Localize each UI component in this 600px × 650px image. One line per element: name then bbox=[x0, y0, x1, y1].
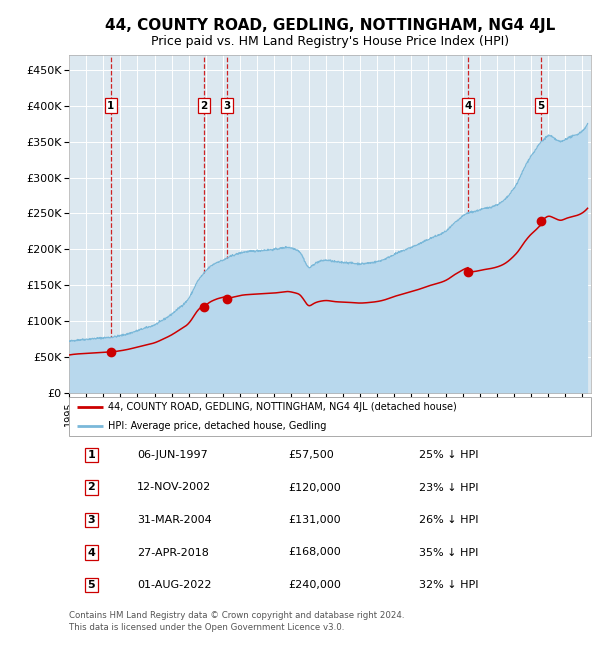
Text: 5: 5 bbox=[538, 101, 545, 111]
Text: 35% ↓ HPI: 35% ↓ HPI bbox=[419, 547, 478, 558]
Text: 1: 1 bbox=[88, 450, 95, 460]
Text: £131,000: £131,000 bbox=[288, 515, 341, 525]
Text: 26% ↓ HPI: 26% ↓ HPI bbox=[419, 515, 478, 525]
Text: £240,000: £240,000 bbox=[288, 580, 341, 590]
Text: 25% ↓ HPI: 25% ↓ HPI bbox=[419, 450, 478, 460]
Text: £120,000: £120,000 bbox=[288, 482, 341, 493]
Text: 4: 4 bbox=[464, 101, 472, 111]
Text: 23% ↓ HPI: 23% ↓ HPI bbox=[419, 482, 478, 493]
Text: Price paid vs. HM Land Registry's House Price Index (HPI): Price paid vs. HM Land Registry's House … bbox=[151, 35, 509, 48]
Text: £168,000: £168,000 bbox=[288, 547, 341, 558]
Text: 06-JUN-1997: 06-JUN-1997 bbox=[137, 450, 208, 460]
Text: 3: 3 bbox=[88, 515, 95, 525]
Text: 4: 4 bbox=[88, 547, 95, 558]
Text: Contains HM Land Registry data © Crown copyright and database right 2024.
This d: Contains HM Land Registry data © Crown c… bbox=[69, 611, 404, 632]
Text: 01-AUG-2022: 01-AUG-2022 bbox=[137, 580, 211, 590]
Text: £57,500: £57,500 bbox=[288, 450, 334, 460]
Text: 44, COUNTY ROAD, GEDLING, NOTTINGHAM, NG4 4JL: 44, COUNTY ROAD, GEDLING, NOTTINGHAM, NG… bbox=[105, 18, 555, 33]
Text: 32% ↓ HPI: 32% ↓ HPI bbox=[419, 580, 478, 590]
Text: 44, COUNTY ROAD, GEDLING, NOTTINGHAM, NG4 4JL (detached house): 44, COUNTY ROAD, GEDLING, NOTTINGHAM, NG… bbox=[108, 402, 457, 412]
Text: 2: 2 bbox=[200, 101, 208, 111]
Text: 3: 3 bbox=[224, 101, 231, 111]
Text: HPI: Average price, detached house, Gedling: HPI: Average price, detached house, Gedl… bbox=[108, 421, 326, 431]
Text: 27-APR-2018: 27-APR-2018 bbox=[137, 547, 209, 558]
Text: 5: 5 bbox=[88, 580, 95, 590]
Text: 2: 2 bbox=[88, 482, 95, 493]
Text: 31-MAR-2004: 31-MAR-2004 bbox=[137, 515, 212, 525]
Text: 12-NOV-2002: 12-NOV-2002 bbox=[137, 482, 211, 493]
Text: 1: 1 bbox=[107, 101, 115, 111]
